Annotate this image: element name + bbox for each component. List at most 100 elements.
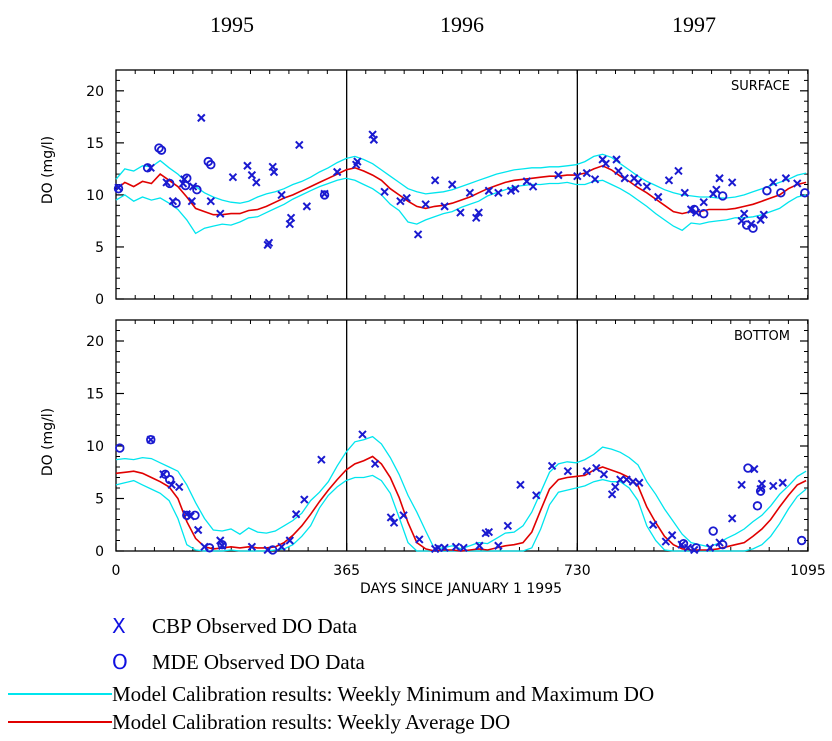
do-calibration-chart: 1995 1996 1997 SURFACE DO (mg/l) 0 5 10 15 2… [40,12,826,597]
surface-series-max-line [115,153,807,204]
surface-y-tick-label: 0 [95,292,104,308]
surface-cbp-point [554,170,563,180]
bottom-cbp-point [592,463,601,473]
surface-cbp-point [590,175,600,184]
bottom-y-tick-label: 10 [86,439,104,455]
surface-cbp-point [674,166,683,176]
surface-cbp-point [739,209,749,218]
legend-avg-label: Model Calibration results: Weekly Averag… [112,709,511,734]
bottom-cbp-point [622,475,631,484]
bottom-mde-point [204,543,215,553]
bottom-cbp-point [635,478,644,487]
legend-item-minmax: Model Calibration results: Weekly Minimu… [8,682,654,706]
surface-cbp-point [216,209,225,218]
surface-cbp-point [633,178,643,187]
bottom-mde-point [217,540,227,550]
bottom-cbp-point [547,461,557,471]
surface-cbp-point [712,185,721,194]
surface-cbp-point [642,182,652,191]
bottom-y-tick-label: 0 [95,544,104,560]
surface-cbp-point [295,140,304,150]
x-tick-label: 365 [333,563,360,579]
bottom-cbp-point [475,541,484,550]
surface-cbp-point [285,219,294,229]
bottom-cbp-point [628,477,638,486]
surface-cbp-point [396,196,405,206]
bottom-cbp-point [737,480,746,490]
bottom-cbp-point [159,470,168,479]
bottom-mde-point [146,435,156,445]
surface-cbp-point [654,192,663,202]
surface-y-tick-label: 15 [86,136,104,152]
bottom-cbp-point [317,455,326,464]
surface-mde-point [800,188,810,198]
mde-marker-icon: O [112,650,128,674]
bottom-mde-point [268,545,278,555]
surface-cbp-point [264,238,274,247]
cbp-marker-icon: X [112,614,126,638]
surface-mde-point [717,191,728,201]
bottom-cbp-point [300,495,309,504]
bottom-cbp-point [277,542,286,552]
surface-cbp-point [494,188,503,198]
bottom-cbp-point [683,543,693,553]
surface-y-tick-label: 5 [95,240,104,256]
legend: X CBP Observed DO Data O MDE Observed DO… [0,612,832,737]
surface-mde-point [142,163,153,173]
surface-cbp-point [614,166,623,176]
legend-mde-label: MDE Observed DO Data [152,649,365,674]
surface-cbp-point [582,168,592,178]
surface-cbp-point [472,213,481,223]
bottom-cbp-point [661,537,671,546]
surface-cbp-point [430,176,440,185]
surface-cbp-point [332,167,342,177]
x-tick-label: 1095 [790,563,826,579]
surface-cbp-point [511,184,520,193]
bottom-cbp-point [607,490,617,499]
surface-cbp-point [793,179,802,188]
year-label-1996: 1996 [440,12,484,37]
bottom-y-tick-label: 5 [95,492,104,508]
bottom-cbp-point [440,543,449,553]
bottom-y-axis-label: DO (mg/l) [40,408,56,476]
legend-item-cbp: X CBP Observed DO Data [112,614,357,639]
surface-cbp-point [727,178,737,187]
surface-cbp-point [601,159,610,168]
surface-cbp-point [781,174,791,183]
surface-cbp-point [612,155,621,164]
surface-mde-point [182,173,192,183]
bottom-mde-point [678,538,689,549]
x-tick-label: 0 [112,563,121,579]
bottom-cbp-point [769,481,778,491]
surface-cbp-point [353,157,362,166]
bottom-cbp-point [599,470,609,479]
surface-cbp-point [528,182,538,191]
bottom-mde-point [752,501,763,511]
bottom-cbp-point [494,541,503,550]
bottom-cbp-point [616,475,625,484]
surface-cbp-point [699,197,708,207]
bottom-mde-point [755,486,766,496]
bottom-mde-point [190,510,200,520]
bottom-mde-point [796,535,807,546]
surface-y-axis-label: DO (mg/l) [40,136,56,204]
bottom-cbp-point [451,542,461,552]
surface-cbp-point [413,230,423,239]
surface-cbp-point [769,178,778,187]
surface-mde-point [171,198,181,208]
surface-cbp-point [620,174,629,183]
surface-mde-point [319,190,330,200]
surface-cbp-point [456,208,465,217]
surface-y-tick-label: 10 [86,188,104,204]
bottom-cbp-point [727,514,737,523]
bottom-cbp-point [389,518,399,527]
bottom-cbp-point [370,459,380,469]
surface-cbp-point [269,167,279,177]
bottom-cbp-point [778,478,787,487]
bottom-cbp-point [193,525,203,535]
surface-y-tick-label: 20 [86,84,104,100]
bottom-cbp-point [358,430,367,439]
surface-cbp-point [402,193,411,203]
surface-cbp-point [286,213,296,223]
bottom-cbp-point [459,543,468,553]
